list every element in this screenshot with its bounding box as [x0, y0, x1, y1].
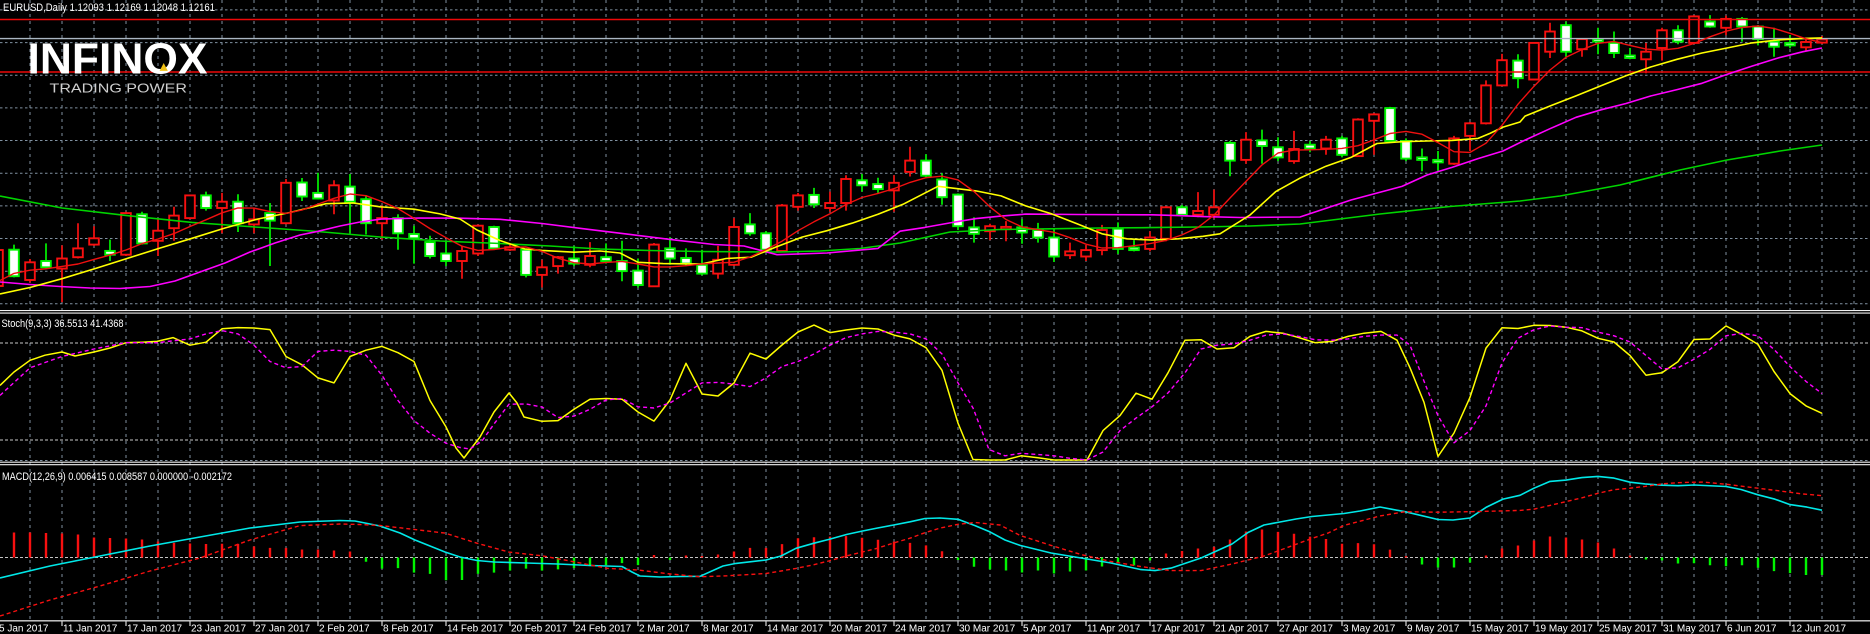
svg-text:17 Jan 2017: 17 Jan 2017 [127, 624, 182, 634]
svg-text:2 Mar 2017: 2 Mar 2017 [639, 624, 690, 634]
svg-text:19 May 2017: 19 May 2017 [1535, 624, 1593, 634]
svg-text:14 Feb 2017: 14 Feb 2017 [447, 624, 504, 634]
svg-text:11 Apr 2017: 11 Apr 2017 [1087, 624, 1141, 634]
svg-text:24 Feb 2017: 24 Feb 2017 [575, 624, 632, 634]
svg-text:21 Apr 2017: 21 Apr 2017 [1215, 624, 1269, 634]
svg-text:27 Apr 2017: 27 Apr 2017 [1279, 624, 1333, 634]
svg-text:8 Feb 2017: 8 Feb 2017 [383, 624, 434, 634]
svg-text:3 May 2017: 3 May 2017 [1343, 624, 1396, 634]
svg-text:MACD(12,26,9) 0.006415 0.00858: MACD(12,26,9) 0.006415 0.008587 0.000000… [2, 471, 232, 483]
svg-text:27 Jan 2017: 27 Jan 2017 [255, 624, 310, 634]
svg-text:11 Jan 2017: 11 Jan 2017 [63, 624, 118, 634]
svg-text:14 Mar 2017: 14 Mar 2017 [767, 624, 824, 634]
svg-text:17 Apr 2017: 17 Apr 2017 [1151, 624, 1205, 634]
svg-text:6 Jun 2017: 6 Jun 2017 [1727, 624, 1777, 634]
svg-text:23 Jan 2017: 23 Jan 2017 [191, 624, 246, 634]
svg-text:15 May 2017: 15 May 2017 [1471, 624, 1529, 634]
svg-text:Stoch(9,3,3) 36.5513 41.4368: Stoch(9,3,3) 36.5513 41.4368 [2, 318, 124, 330]
svg-text:8 Mar 2017: 8 Mar 2017 [703, 624, 754, 634]
svg-text:30 Mar 2017: 30 Mar 2017 [959, 624, 1016, 634]
svg-text:25 May 2017: 25 May 2017 [1599, 624, 1657, 634]
svg-text:INFINOX: INFINOX [28, 36, 208, 84]
svg-text:24 Mar 2017: 24 Mar 2017 [895, 624, 952, 634]
svg-text:TRADING POWER: TRADING POWER [50, 81, 188, 96]
svg-text:9 May 2017: 9 May 2017 [1407, 624, 1460, 634]
svg-text:31 May 2017: 31 May 2017 [1663, 624, 1721, 634]
svg-text:5 Jan 2017: 5 Jan 2017 [0, 624, 49, 634]
svg-text:2 Feb 2017: 2 Feb 2017 [319, 624, 370, 634]
svg-text:20 Feb 2017: 20 Feb 2017 [511, 624, 568, 634]
svg-text:12 Jun 2017: 12 Jun 2017 [1791, 624, 1846, 634]
svg-text:5 Apr 2017: 5 Apr 2017 [1023, 624, 1072, 634]
svg-text:20 Mar 2017: 20 Mar 2017 [831, 624, 888, 634]
svg-text:EURUSD,Daily 1.12093 1.12169: EURUSD,Daily 1.12093 1.12169 1.12048 1.1… [3, 2, 215, 14]
